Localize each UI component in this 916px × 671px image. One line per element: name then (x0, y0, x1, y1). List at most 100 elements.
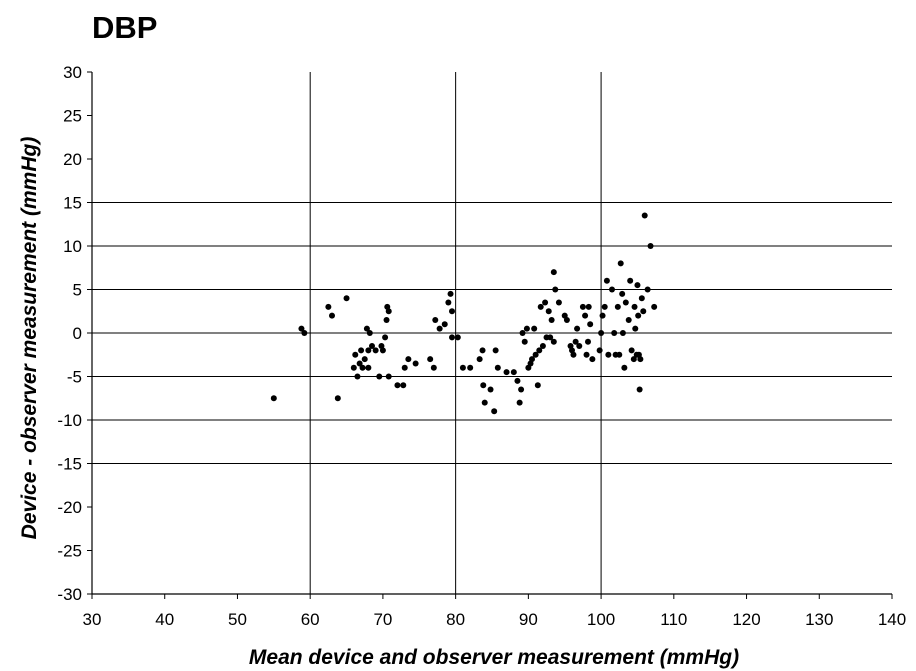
data-point (614, 303, 621, 310)
chart-title: DBP (92, 10, 158, 45)
data-point (621, 364, 628, 371)
data-point (536, 347, 543, 354)
data-point (487, 386, 494, 393)
data-point (343, 295, 350, 302)
data-point (361, 356, 368, 363)
data-point (491, 408, 498, 415)
data-point (619, 290, 626, 297)
data-point (532, 351, 539, 358)
data-point (476, 356, 483, 363)
data-point (638, 295, 645, 302)
y-axis-label: Device - observer measurement (mmHg) (18, 137, 41, 540)
y-tick-label: -5 (67, 368, 82, 387)
data-point (641, 212, 648, 219)
data-point (325, 303, 332, 310)
data-point (427, 356, 434, 363)
data-point (616, 351, 623, 358)
data-point (605, 351, 612, 358)
data-point (596, 347, 603, 354)
y-tick-label: 5 (73, 281, 82, 300)
data-point (383, 316, 390, 323)
data-point (379, 347, 386, 354)
data-point (628, 347, 635, 354)
data-point (372, 347, 379, 354)
data-point (481, 399, 488, 406)
data-point (627, 277, 634, 284)
y-tick-label: -25 (57, 542, 82, 561)
data-point (609, 286, 615, 293)
data-point (405, 356, 412, 363)
data-point (570, 351, 577, 358)
data-point (644, 286, 651, 293)
data-point (583, 351, 590, 358)
x-tick-label: 140 (878, 610, 906, 629)
x-tick-label: 110 (660, 610, 687, 629)
data-point (521, 338, 528, 345)
data-point (585, 303, 592, 310)
data-point (531, 325, 538, 332)
data-point (635, 312, 642, 319)
data-point (449, 308, 455, 315)
x-tick-label: 80 (446, 610, 465, 629)
x-tick-label: 100 (587, 610, 615, 629)
data-point (550, 269, 557, 276)
data-point (354, 373, 361, 380)
data-point (585, 338, 591, 345)
data-point (365, 347, 372, 354)
data-point (467, 364, 474, 371)
y-tick-label: 25 (63, 107, 82, 126)
data-point (329, 312, 335, 319)
data-point (412, 360, 419, 367)
y-axis-ticks: 30 25 20 15 10 5 0 -5 -10 -15 -20 -25 -30 (57, 63, 92, 604)
data-point (572, 338, 579, 345)
data-point (574, 325, 581, 332)
y-tick-label: -15 (57, 455, 82, 474)
data-point (516, 399, 523, 406)
data-point (619, 330, 626, 336)
data-point (611, 330, 618, 336)
data-point (385, 308, 392, 315)
data-point (376, 373, 383, 380)
data-point (363, 325, 370, 332)
data-point (436, 325, 443, 332)
data-point (270, 395, 277, 402)
data-point (545, 308, 552, 315)
data-point (630, 356, 637, 363)
data-point (358, 347, 365, 354)
x-axis-label: Mean device and observer measurement (mm… (249, 646, 739, 669)
y-tick-label: -20 (57, 498, 82, 517)
data-point (635, 351, 642, 358)
data-point (301, 330, 308, 336)
data-point (542, 299, 549, 306)
data-point (441, 321, 448, 328)
data-point (632, 325, 639, 332)
x-axis-ticks: 30 40 50 60 70 80 90 100 110 120 130 140 (83, 594, 906, 629)
data-point (385, 373, 392, 380)
data-point (537, 303, 544, 310)
x-tick-label: 60 (301, 610, 320, 629)
x-tick-label: 40 (155, 610, 174, 629)
data-point (603, 277, 610, 284)
data-point (563, 316, 570, 323)
data-point (634, 282, 641, 289)
data-point (479, 347, 486, 354)
data-point (582, 312, 589, 319)
data-point (631, 303, 638, 310)
data-point (518, 386, 525, 393)
data-point (598, 330, 605, 336)
data-point (579, 303, 586, 310)
x-tick-label: 70 (373, 610, 392, 629)
data-point (617, 260, 624, 267)
data-point (480, 382, 487, 389)
data-point (552, 286, 559, 293)
y-tick-label: 20 (63, 150, 82, 169)
data-point (599, 312, 606, 319)
data-point (503, 369, 510, 376)
x-tick-label: 50 (228, 610, 247, 629)
data-point (430, 364, 437, 371)
data-point (576, 343, 583, 350)
data-point (400, 382, 407, 389)
data-point (432, 316, 439, 323)
data-point (529, 356, 535, 363)
data-point (547, 334, 554, 341)
